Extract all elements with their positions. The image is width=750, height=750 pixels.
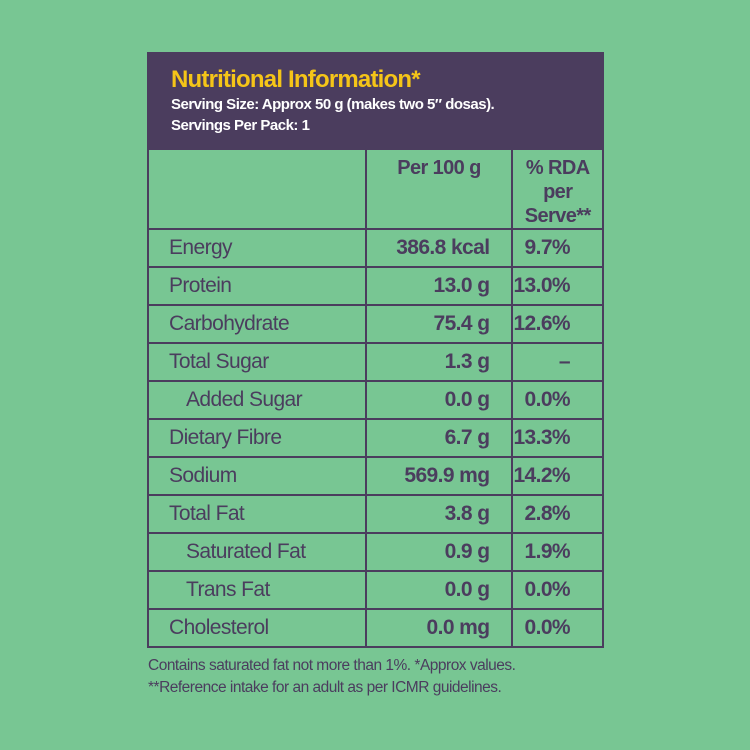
nutrient-name: Carbohydrate <box>149 304 367 344</box>
rda-value: 14.2% <box>511 456 602 496</box>
footnote-2: **Reference intake for an adult as per I… <box>148 679 502 696</box>
per-100g-value: 569.9 mg <box>364 456 514 496</box>
table-row: Added Sugar 0.0 g 0.0% <box>149 380 602 420</box>
header-nutrient <box>149 150 367 230</box>
nutrient-name: Total Sugar <box>149 342 367 382</box>
panel-title: Nutritional Information* <box>171 66 421 93</box>
serving-size: Serving Size: Approx 50 g (makes two 5″ … <box>171 96 495 113</box>
nutrient-name: Added Sugar <box>149 380 367 420</box>
per-100g-value: 6.7 g <box>364 418 514 458</box>
per-100g-value: 386.8 kcal <box>364 228 514 268</box>
rda-value: – <box>511 342 602 382</box>
table-row: Carbohydrate 75.4 g 12.6% <box>149 304 602 344</box>
nutrient-name: Sodium <box>149 456 367 496</box>
footnotes: Contains saturated fat not more than 1%.… <box>148 655 516 699</box>
rda-value: 0.0% <box>511 380 602 420</box>
per-100g-value: 0.0 g <box>364 380 514 420</box>
table-header-row: Per 100 g % RDA per Serve** <box>149 150 602 230</box>
table-row: Total Fat 3.8 g 2.8% <box>149 494 602 534</box>
nutrient-name: Total Fat <box>149 494 367 534</box>
table-row: Cholesterol 0.0 mg 0.0% <box>149 608 602 646</box>
header-rda-line2: per Serve** <box>524 181 591 227</box>
nutrition-panel: Nutritional Information* Serving Size: A… <box>147 52 604 648</box>
rda-value: 2.8% <box>511 494 602 534</box>
table-row: Protein 13.0 g 13.0% <box>149 266 602 306</box>
header-per-100g: Per 100 g <box>364 150 514 230</box>
per-100g-value: 0.0 mg <box>364 608 514 646</box>
per-100g-value: 75.4 g <box>364 304 514 344</box>
table-row: Saturated Fat 0.9 g 1.9% <box>149 532 602 572</box>
table-row: Dietary Fibre 6.7 g 13.3% <box>149 418 602 458</box>
nutrient-name: Trans Fat <box>149 570 367 610</box>
per-100g-value: 1.3 g <box>364 342 514 382</box>
nutrient-name: Saturated Fat <box>149 532 367 572</box>
table-row: Energy 386.8 kcal 9.7% <box>149 228 602 268</box>
nutrient-name: Dietary Fibre <box>149 418 367 458</box>
header-rda-line1: % RDA <box>525 157 590 179</box>
per-100g-value: 0.0 g <box>364 570 514 610</box>
nutrient-name: Cholesterol <box>149 608 367 646</box>
table-row: Trans Fat 0.0 g 0.0% <box>149 570 602 610</box>
rda-value: 12.6% <box>511 304 602 344</box>
table-row: Total Sugar 1.3 g – <box>149 342 602 382</box>
rda-value: 13.3% <box>511 418 602 458</box>
header-rda: % RDA per Serve** <box>511 150 602 230</box>
rda-value: 0.0% <box>511 570 602 610</box>
rda-value: 13.0% <box>511 266 602 306</box>
nutrient-name: Energy <box>149 228 367 268</box>
rda-value: 0.0% <box>511 608 602 646</box>
per-100g-value: 3.8 g <box>364 494 514 534</box>
panel-header: Nutritional Information* Serving Size: A… <box>149 54 602 150</box>
table-row: Sodium 569.9 mg 14.2% <box>149 456 602 496</box>
rda-value: 9.7% <box>511 228 602 268</box>
per-100g-value: 0.9 g <box>364 532 514 572</box>
per-100g-value: 13.0 g <box>364 266 514 306</box>
servings-per-pack: Servings Per Pack: 1 <box>171 117 310 134</box>
footnote-1: Contains saturated fat not more than 1%.… <box>148 657 516 674</box>
nutrition-table: Per 100 g % RDA per Serve** Energy 386.8 k… <box>149 150 602 646</box>
rda-value: 1.9% <box>511 532 602 572</box>
nutrient-name: Protein <box>149 266 367 306</box>
